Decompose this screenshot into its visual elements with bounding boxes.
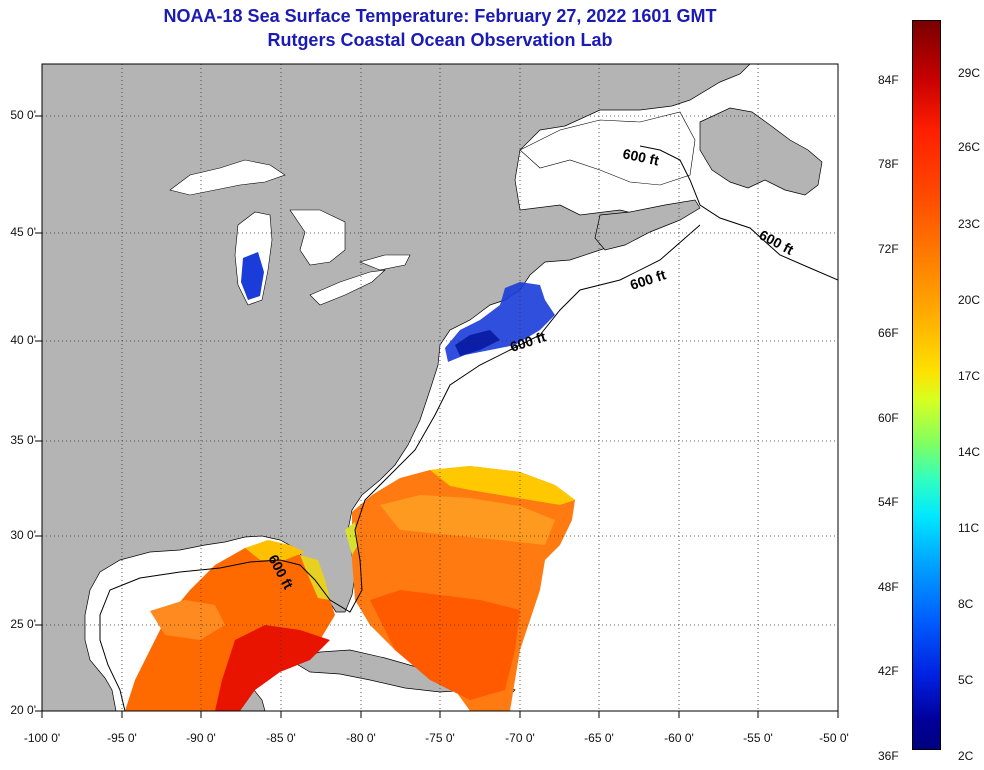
map-title: NOAA-18 Sea Surface Temperature: Februar… bbox=[163, 6, 717, 26]
sst-atlantic-orange bbox=[380, 495, 555, 545]
lon-label: -70 0' bbox=[505, 731, 535, 745]
lat-label: 30 0' bbox=[10, 528, 36, 542]
lat-label: 40 0' bbox=[10, 333, 36, 347]
lon-label: -55 0' bbox=[743, 731, 773, 745]
isobath-label-gulf-st-lawrence: 600 ft bbox=[621, 145, 660, 168]
colorbar-c-label: 14C bbox=[958, 445, 981, 459]
lon-label: -60 0' bbox=[664, 731, 694, 745]
colorbar-f-label: 54F bbox=[878, 495, 899, 509]
nova-scotia-land bbox=[594, 199, 701, 251]
lake-erie bbox=[309, 269, 386, 306]
sst-gulf-yellow bbox=[245, 540, 305, 560]
colorbar-f-label: 84F bbox=[878, 73, 899, 87]
lon-label: -85 0' bbox=[266, 731, 296, 745]
lon-label: -90 0' bbox=[186, 731, 216, 745]
sst-gulf-orange bbox=[125, 545, 335, 711]
lat-label: 35 0' bbox=[10, 433, 36, 447]
colorbar-f-label: 60F bbox=[878, 411, 899, 425]
colorbar-f-label: 36F bbox=[878, 749, 899, 763]
colorbar-c-label: 29C bbox=[958, 66, 981, 80]
colorbar-c-label: 23C bbox=[958, 217, 981, 231]
lon-label: -100 0' bbox=[23, 731, 61, 745]
lon-label: -75 0' bbox=[425, 731, 455, 745]
lake-huron bbox=[289, 209, 346, 266]
colorbar-c-label: 8C bbox=[958, 597, 974, 611]
lat-label: 50 0' bbox=[10, 108, 36, 122]
lake-michigan-sst bbox=[241, 252, 264, 300]
newfoundland-land bbox=[699, 107, 823, 196]
lake-superior bbox=[169, 159, 286, 196]
sst-florida-west-yellow bbox=[300, 555, 330, 600]
lat-label: 45 0' bbox=[10, 225, 36, 239]
colorbar-c-label: 20C bbox=[958, 293, 981, 307]
map-subtitle: Rutgers Coastal Ocean Observation Lab bbox=[267, 30, 613, 50]
sst-atlantic-mild bbox=[430, 466, 575, 505]
isobath-600ft-line bbox=[99, 145, 838, 711]
gulf-st-lawrence bbox=[519, 111, 696, 186]
colorbar-f-label: 78F bbox=[878, 157, 899, 171]
temperature-colorbar bbox=[912, 20, 941, 750]
lon-label: -95 0' bbox=[107, 731, 137, 745]
colorbar-c-label: 17C bbox=[958, 369, 981, 383]
sst-gulf-red bbox=[215, 625, 330, 711]
colorbar-f-label: 42F bbox=[878, 664, 899, 678]
graticule bbox=[42, 64, 838, 711]
colorbar-f-label: 48F bbox=[878, 580, 899, 594]
lat-label: 20 0' bbox=[10, 703, 36, 717]
colorbar-c-label: 26C bbox=[958, 140, 981, 154]
lat-label: 25 0' bbox=[10, 617, 36, 631]
sst-gulf-patch bbox=[150, 600, 225, 640]
lon-label: -80 0' bbox=[346, 731, 376, 745]
lake-ontario bbox=[359, 254, 411, 271]
colorbar-c-label: 2C bbox=[958, 749, 974, 763]
lon-label: -65 0' bbox=[584, 731, 614, 745]
axis-ticks bbox=[35, 115, 839, 718]
north-america-land bbox=[42, 64, 751, 711]
sst-atlantic-south bbox=[370, 590, 520, 700]
colorbar-c-label: 5C bbox=[958, 673, 974, 687]
lon-label: -50 0' bbox=[819, 731, 849, 745]
colorbar-f-label: 72F bbox=[878, 242, 899, 256]
colorbar-f-label: 66F bbox=[878, 326, 899, 340]
sst-cold-inner bbox=[455, 330, 500, 356]
colorbar-c-label: 11C bbox=[958, 521, 980, 535]
